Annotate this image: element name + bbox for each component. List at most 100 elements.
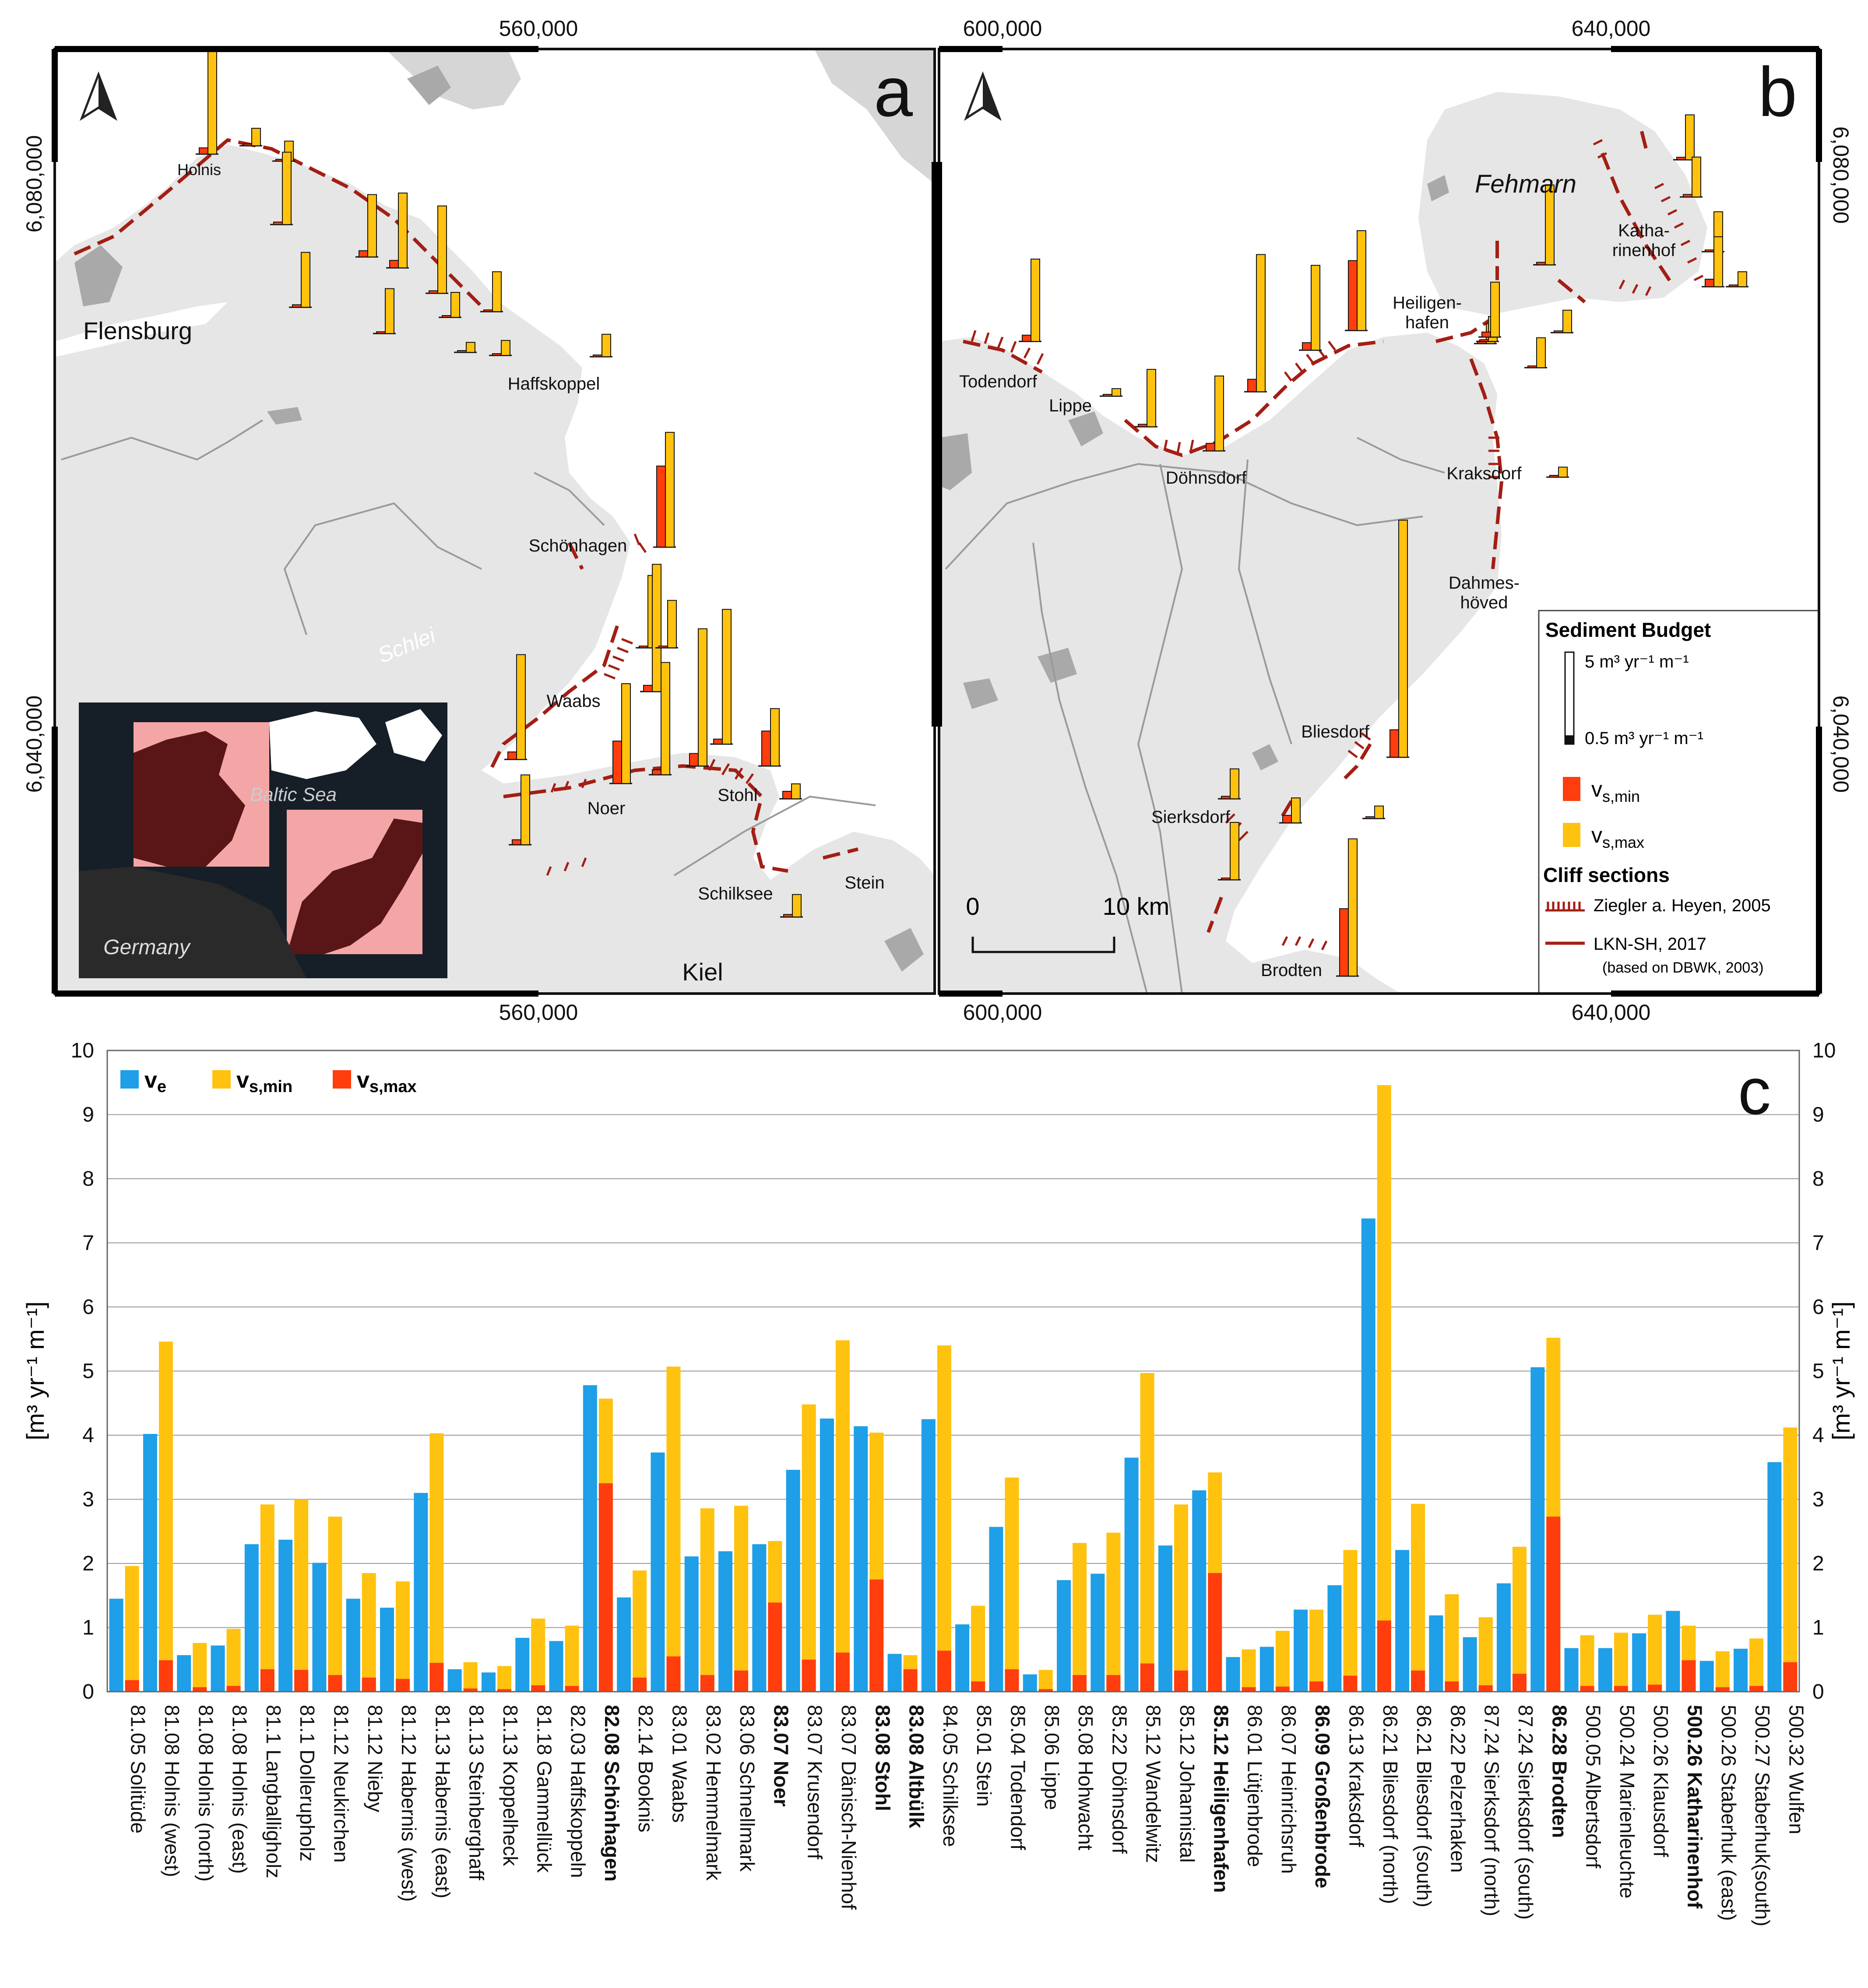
bar-vs-min <box>1648 1615 1662 1692</box>
bar-ve <box>684 1556 699 1692</box>
bar-ve <box>1259 1647 1274 1692</box>
legend-lkn: LKN-SH, 2017 <box>1594 934 1706 954</box>
bar-vs-min <box>1343 1550 1358 1692</box>
legend-scale-top: 5 m³ yr⁻¹ m⁻¹ <box>1585 652 1689 671</box>
map-a-bar-vsmin <box>243 144 252 146</box>
category-group-4 <box>244 1504 274 1692</box>
x-tick-label: 81.08 Holnis (west) <box>161 1705 183 1877</box>
bar-ve <box>752 1544 767 1692</box>
bar-vs-min <box>1783 1427 1798 1692</box>
bar-vs-max <box>429 1663 444 1692</box>
bar-vs-max <box>158 1660 173 1692</box>
panel-a-land-ne <box>814 49 935 184</box>
bar-vs-max <box>565 1686 579 1692</box>
panel-a-rivers <box>61 419 876 876</box>
map-legend: Sediment Budget 5 m³ yr⁻¹ m⁻¹ 0.5 m³ yr⁻… <box>1538 610 1819 994</box>
map-a-bar-vsmin <box>292 304 302 308</box>
category-group-32 <box>1192 1472 1222 1692</box>
x-tick-label: 500.26 Klausdorf <box>1650 1705 1672 1857</box>
bar-vs-max <box>633 1677 647 1692</box>
map-b-bar-group-0 <box>1019 258 1041 342</box>
panel-a-cliff-hatch <box>546 534 754 876</box>
bottom-tick-600000: 600,000 <box>963 1000 1042 1025</box>
map-b-bar-group-5 <box>1299 265 1322 351</box>
bar-vs-max <box>1715 1687 1730 1692</box>
category-group-7 <box>346 1573 376 1692</box>
bar-vs-min <box>971 1605 985 1692</box>
category-group-39 <box>1429 1594 1459 1692</box>
bar-vs-max <box>1512 1673 1527 1692</box>
map-a-bar-vsmin <box>593 355 602 357</box>
place-sierksdorf: Sierksdorf <box>1151 808 1231 827</box>
legend-ve: ve <box>144 1068 166 1096</box>
bar-vs-max <box>1614 1686 1628 1692</box>
map-a-bar-vsmax <box>466 342 475 353</box>
bar-ve <box>312 1563 327 1692</box>
panel-a-bars <box>196 49 803 918</box>
y-tick-left-6: 6 <box>82 1296 94 1319</box>
x-tick-label: 83.08 Altbülk <box>905 1705 928 1828</box>
bar-vs-min <box>396 1581 410 1692</box>
bar-ve <box>380 1608 394 1692</box>
map-a-bar-vsmax <box>792 894 802 917</box>
legend-chart-vsmax: vs,max <box>357 1068 417 1096</box>
map-a-bar-vsmin <box>783 914 793 918</box>
panel-a-land-north <box>385 49 521 109</box>
map-a-bar-vsmin <box>376 331 386 334</box>
map-b-bar-group-18 <box>1386 520 1409 758</box>
right-tick-6080000: 6,080,000 <box>1829 126 1853 224</box>
bar-vs-max <box>802 1659 816 1692</box>
bar-vs-max <box>1580 1686 1594 1692</box>
bar-ve <box>921 1419 936 1692</box>
panel-a-letter: a <box>874 53 913 131</box>
bar-vs-max <box>768 1602 782 1692</box>
panel-b-fehmarn-lake <box>1427 175 1449 201</box>
legend-swatch-vsmax <box>1563 823 1580 847</box>
category-group-24 <box>921 1345 951 1692</box>
map-b-bar-vsmax <box>1545 184 1555 265</box>
legend-scale-bar-large <box>1564 651 1575 745</box>
bar-ve <box>786 1470 800 1692</box>
category-group-48 <box>1734 1638 1764 1692</box>
place-lippe: Lippe <box>1049 396 1092 415</box>
bar-ve <box>1496 1583 1511 1692</box>
map-a-bar-group-6 <box>386 193 409 269</box>
x-tick-label: 500.32 Wulfen <box>1785 1705 1808 1834</box>
map-a-bar-group-7 <box>373 288 396 334</box>
map-a-bar-group-12 <box>489 340 512 356</box>
map-b-bar-vsmin <box>1103 394 1112 397</box>
map-a-bar-group-24 <box>509 774 531 846</box>
place-dahmeshoeved-2: höved <box>1460 593 1508 612</box>
bar-chart: 0 01 12 23 34 45 56 67 78 89 910 10 81.05 Solitüde 8… <box>21 1039 1855 1926</box>
bar-vs-max <box>1208 1573 1222 1692</box>
map-b-bar-group-1 <box>1100 388 1122 397</box>
category-group-46 <box>1666 1611 1696 1692</box>
x-tick-label: 85.01 Stein <box>973 1705 996 1807</box>
chart-bars <box>109 1085 1798 1692</box>
panel-a-lake-3 <box>884 928 924 972</box>
map-legend-box <box>1538 610 1819 994</box>
place-katharinenhof-1: Katha- <box>1618 221 1670 240</box>
panel-a-cliff-line <box>74 138 858 873</box>
panel-b-cliff-line <box>963 131 1674 933</box>
map-b-bar-vsmax <box>1230 822 1239 881</box>
map-b-bar-vsmin <box>1221 796 1231 800</box>
bar-ve <box>989 1527 1003 1692</box>
map-a-bar-group-4 <box>289 252 312 308</box>
category-group-19 <box>752 1541 782 1692</box>
y-tick-left-3: 3 <box>82 1488 94 1511</box>
bar-vs-min <box>1309 1609 1324 1692</box>
map-a-bar-vsmax <box>791 783 801 800</box>
bottom-tick-640000: 640,000 <box>1572 1000 1651 1025</box>
bar-vs-max <box>226 1686 241 1692</box>
bar-ve <box>1699 1661 1714 1692</box>
inset-white-2 <box>385 709 442 762</box>
north-arrow-icon <box>964 71 1002 121</box>
bar-vs-min <box>700 1508 714 1692</box>
x-tick-label: 500.26 Staberhuk (east) <box>1717 1705 1740 1921</box>
inset-label-country: Germany <box>103 936 191 959</box>
x-tick-label: 83.01 Waabs <box>668 1705 691 1823</box>
place-schoenhagen: Schönhagen <box>529 536 627 555</box>
place-stohl: Stohl <box>718 786 757 805</box>
category-group-9 <box>414 1433 444 1692</box>
